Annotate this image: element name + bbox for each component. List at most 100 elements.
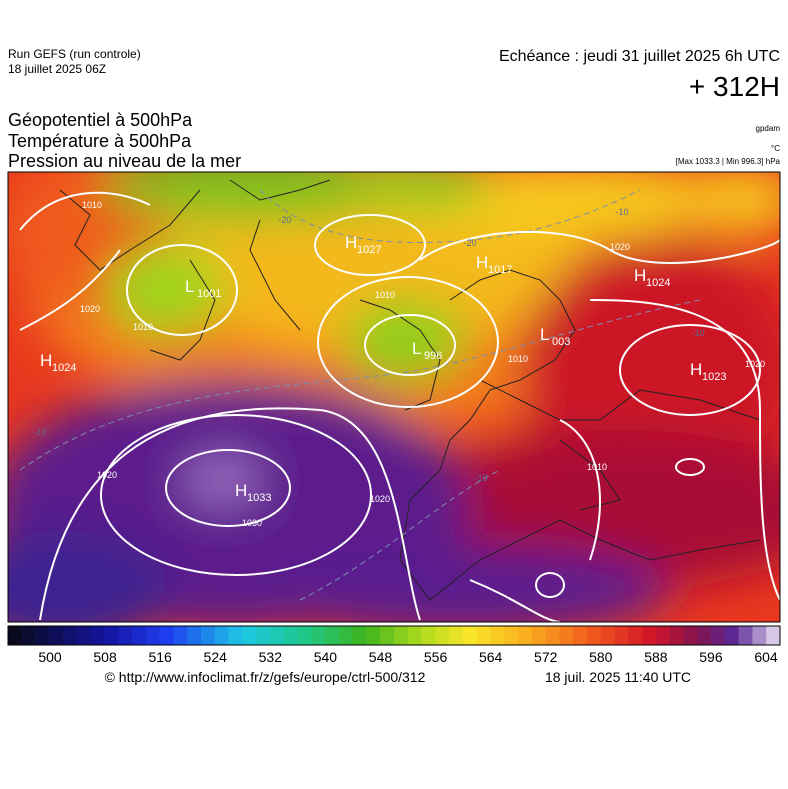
colorbar-swatch: [173, 626, 188, 645]
colorbar-swatch: [752, 626, 767, 645]
run-label: Run GEFS (run controle): [8, 47, 141, 61]
isobar-label: 1020: [610, 242, 630, 252]
colorbar-swatch: [132, 626, 147, 645]
colorbar-swatch: [669, 626, 684, 645]
colorbar-swatch: [614, 626, 629, 645]
colorbar-label: 596: [699, 649, 723, 665]
colorbar-swatch: [159, 626, 174, 645]
pressure-center-value: 1017: [488, 264, 512, 276]
colorbar-swatch: [63, 626, 78, 645]
colorbar-swatch: [504, 626, 519, 645]
pressure-center-value: 996: [424, 350, 442, 362]
colorbar-swatch: [518, 626, 533, 645]
colorbar-swatch: [407, 626, 422, 645]
generated-time: 18 juil. 2025 11:40 UTC: [545, 669, 691, 685]
colorbar-swatch: [49, 626, 64, 645]
colorbar-swatch: [256, 626, 271, 645]
colorbar-swatch: [435, 626, 450, 645]
colorbar-swatch: [311, 626, 326, 645]
pressure-center-value: 1024: [646, 277, 670, 289]
colorbar-swatch: [711, 626, 726, 645]
isobar-label: 1020: [745, 359, 765, 369]
pressure-center-value: 1023: [702, 371, 726, 383]
colorbar-label: 516: [148, 649, 172, 665]
isotherm-label: -10: [615, 207, 628, 217]
colorbar-swatch: [628, 626, 643, 645]
unit: gpdam: [756, 124, 781, 133]
colorbar-swatch: [8, 626, 23, 645]
colorbar-label: 524: [204, 649, 228, 665]
colorbar-frame: [7, 625, 781, 646]
isobar-label: 1010: [82, 200, 102, 210]
colorbar-swatch: [242, 626, 257, 645]
colorbar-label: 604: [754, 649, 778, 665]
colorbar-swatch: [118, 626, 133, 645]
pressure-center-value: 1033: [247, 492, 271, 504]
colorbar-swatch: [90, 626, 105, 645]
colorbar-swatch: [724, 626, 739, 645]
isobar-label: 1010: [375, 290, 395, 300]
colorbar-swatch: [214, 626, 229, 645]
colorbar-swatch: [697, 626, 712, 645]
forecast-time: Echéance : jeudi 31 juillet 2025 6h UTC: [499, 48, 780, 65]
colorbar-label: 572: [534, 649, 558, 665]
colorbar-swatch: [297, 626, 312, 645]
colorbar-swatch: [462, 626, 478, 645]
pressure-center-letter: H: [235, 481, 247, 500]
colorbar-swatch: [683, 626, 698, 645]
colorbar-label: 588: [644, 649, 668, 665]
run-date: 18 juillet 2025 06Z: [8, 62, 106, 76]
isobar-label: 1030: [242, 518, 262, 528]
colorbar-swatch: [366, 626, 381, 645]
colorbar-swatch: [283, 626, 298, 645]
colorbar-swatch: [228, 626, 243, 645]
colorbar-swatch: [76, 626, 92, 645]
isotherm-label: -20: [278, 215, 291, 225]
colorbar-swatch: [766, 626, 781, 645]
colorbar-swatch: [421, 626, 436, 645]
pressure-center-value: 1027: [357, 244, 381, 256]
pressure-center-letter: L: [185, 277, 194, 296]
title: Géopotentiel à 500hPa: [8, 110, 193, 130]
colorbar-swatch: [587, 626, 602, 645]
colorbar-swatch: [394, 626, 409, 645]
title: Pression au niveau de la mer: [8, 151, 241, 171]
isotherm-label: -20: [463, 238, 476, 248]
pressure-center-letter: H: [40, 351, 52, 370]
map-frame: [7, 171, 781, 623]
isobar-label: 1010: [508, 354, 528, 364]
unit: [Max 1033.3 | Min 996.3] hPa: [676, 157, 781, 166]
colorbar-swatch: [573, 626, 588, 645]
lead-time: + 312H: [689, 71, 780, 102]
pressure-center-letter: L: [412, 339, 421, 358]
colorbar-label: 500: [38, 649, 62, 665]
isobar-label: 1010: [133, 322, 153, 332]
colorbar-swatch: [187, 626, 202, 645]
colorbar-label: 540: [314, 649, 338, 665]
colorbar-swatch: [559, 626, 574, 645]
isobar-label: 1020: [97, 470, 117, 480]
title: Température à 500hPa: [8, 131, 192, 151]
isotherm-label: -10: [691, 328, 704, 338]
isobar-label: 1020: [370, 494, 390, 504]
pressure-center-letter: H: [476, 253, 488, 272]
pressure-center-letter: H: [634, 266, 646, 285]
colorbar-label: 580: [589, 649, 613, 665]
colorbar-swatch: [380, 626, 395, 645]
colorbar-swatch: [269, 626, 285, 645]
colorbar-swatch: [145, 626, 160, 645]
isotherm-label: -10: [33, 427, 46, 437]
isobar-label: 1020: [80, 304, 100, 314]
colorbar-swatch: [352, 626, 367, 645]
pressure-center-value: 003: [552, 336, 570, 348]
pressure-center-value: 1001: [197, 288, 221, 300]
colorbar-swatch: [738, 626, 753, 645]
isotherm-label: -10: [474, 473, 487, 483]
colorbar-swatch: [476, 626, 491, 645]
colorbar-label: 532: [259, 649, 283, 665]
colorbar-label: 556: [424, 649, 448, 665]
colorbar-swatch: [201, 626, 216, 645]
colorbar-swatch: [642, 626, 657, 645]
colorbar-swatch: [338, 626, 353, 645]
